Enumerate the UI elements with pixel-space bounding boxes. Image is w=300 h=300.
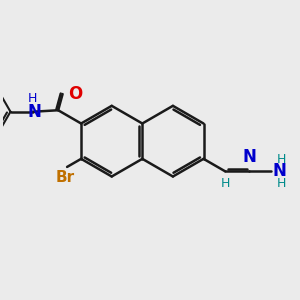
Text: O: O — [68, 85, 82, 103]
Text: N: N — [28, 103, 42, 121]
Text: N: N — [242, 148, 256, 166]
Text: Br: Br — [56, 170, 75, 185]
Text: H: H — [277, 177, 286, 190]
Text: N: N — [272, 162, 286, 180]
Text: H: H — [277, 153, 286, 166]
Text: H: H — [220, 177, 230, 190]
Text: H: H — [28, 92, 37, 105]
